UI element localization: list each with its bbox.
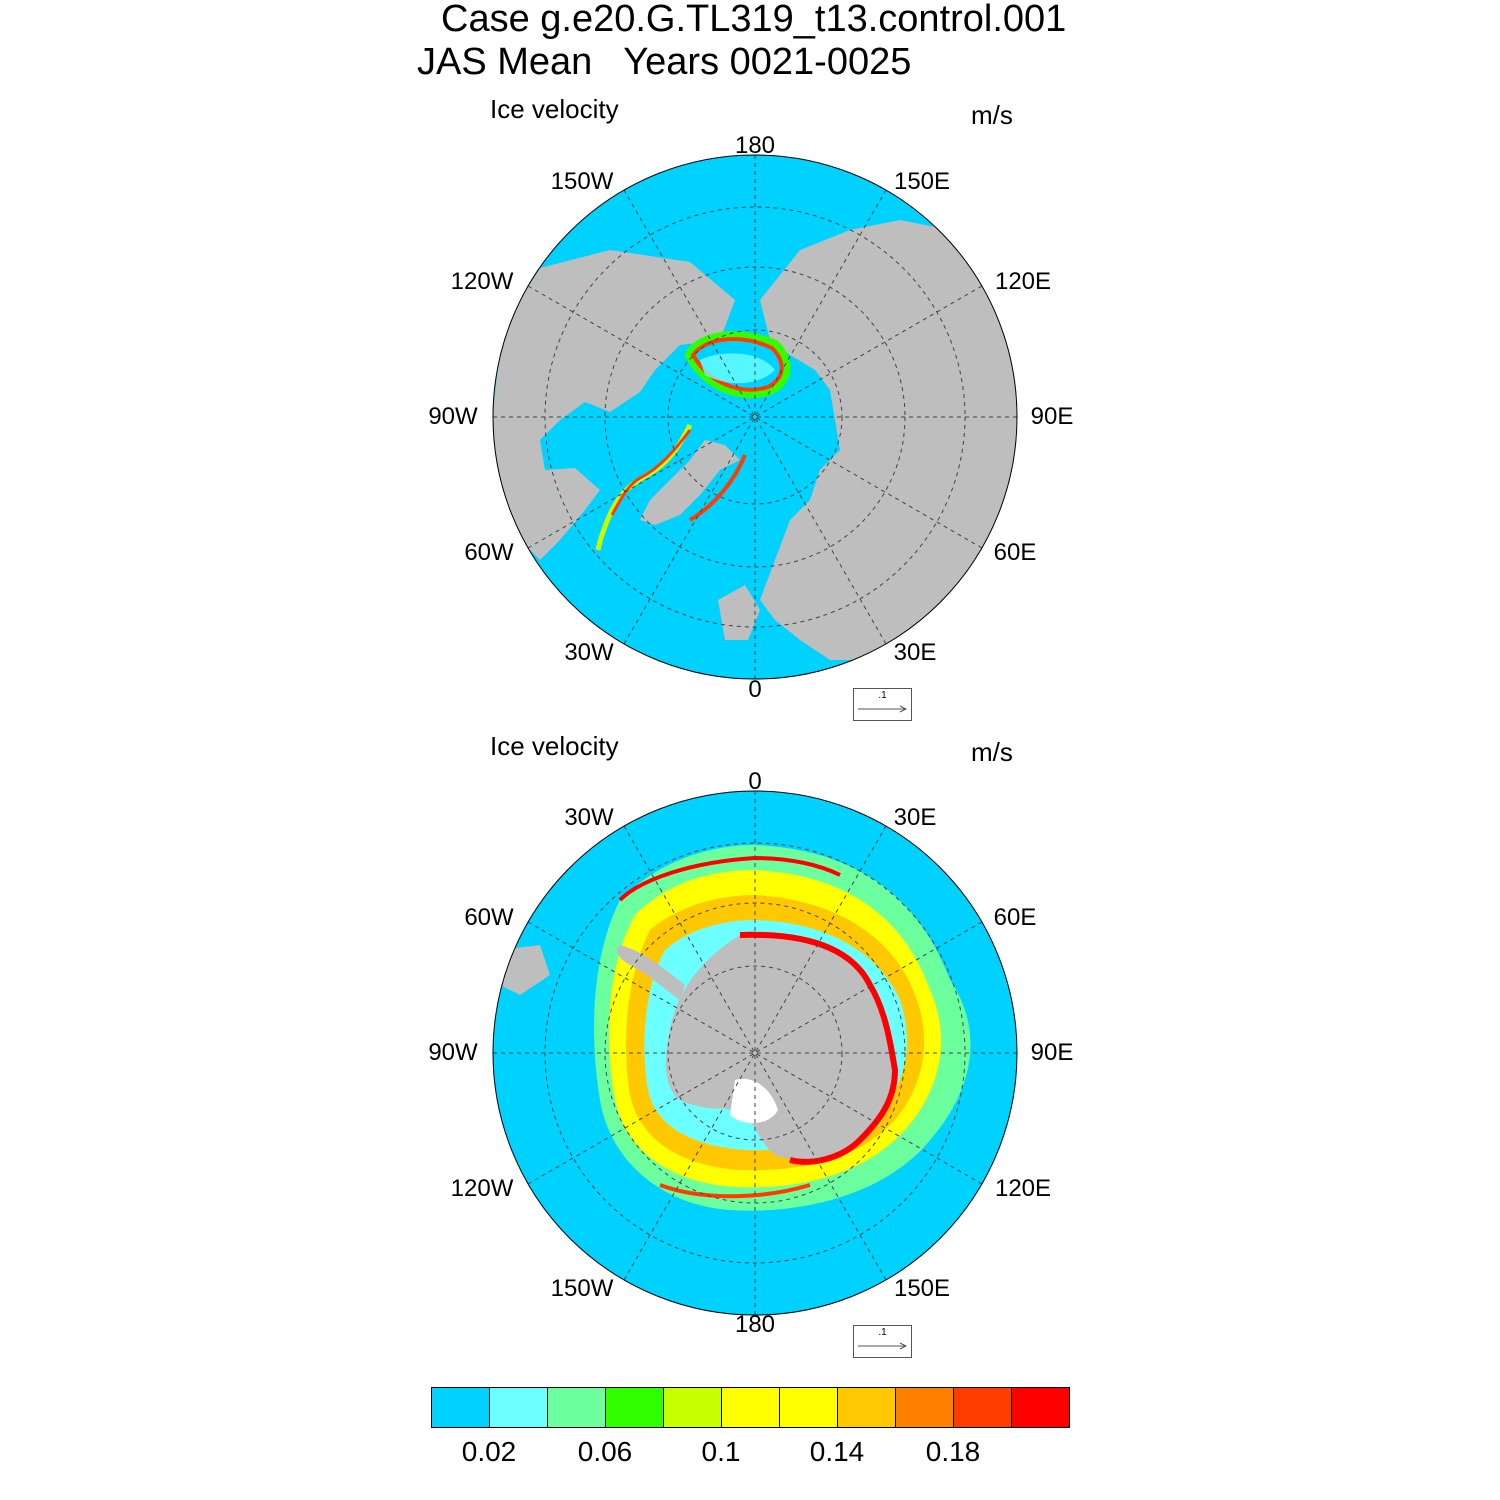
colorbar (431, 1387, 1070, 1428)
colorbar-tick-label: 0.02 (461, 1436, 517, 1467)
north-panel-units: m/s (971, 100, 1013, 130)
south-ross-fast-jet (659, 1183, 811, 1199)
south-panel-units: m/s (971, 737, 1013, 767)
colorbar-tick-label: 0.18 (925, 1436, 981, 1467)
south-lon-label-bottom-right: 150E (893, 1275, 951, 1302)
colorbar-box (779, 1387, 838, 1428)
title-line-2: JAS Mean Years 0021-0025 (417, 41, 912, 83)
north-lon-label-top-left: 150W (550, 168, 614, 195)
north-lon-label-right-upper: 120E (994, 268, 1052, 295)
colorbar-box (895, 1387, 954, 1428)
north-graticule (493, 155, 1017, 679)
antarctic-peninsula (616, 945, 685, 1000)
south-lon-label-bottom: 180 (734, 1311, 776, 1338)
south-reference-vector-value: .1 (878, 1327, 887, 1338)
ross-ice-shelf (730, 1078, 778, 1124)
north-slow-ice-interior (700, 353, 775, 384)
north-lon-label-right-lower: 60E (993, 539, 1037, 566)
colorbar-box (547, 1387, 606, 1428)
north-coastal-jet-3 (610, 429, 692, 516)
reference-arrow-icon (858, 1342, 908, 1350)
north-reference-vector: .1 (853, 688, 912, 721)
north-lon-label-left-upper: 120W (450, 268, 514, 295)
south-reference-vector: .1 (853, 1325, 912, 1358)
south-lon-label-top-left: 30W (564, 804, 614, 831)
north-map-border (492, 154, 1018, 680)
colorbar-box (431, 1387, 490, 1428)
south-lon-label-left-upper: 60W (464, 904, 514, 931)
reference-arrow-icon (858, 705, 908, 713)
colorbar-tick-label: 0.14 (809, 1436, 865, 1467)
north-panel-label: Ice velocity (490, 94, 619, 124)
colorbar-tick-label: 0.1 (701, 1436, 741, 1467)
north-america-land (493, 250, 735, 560)
north-lon-label-top-right: 150E (893, 168, 951, 195)
south-lon-label-left-lower: 120W (450, 1175, 514, 1202)
north-lon-label-right: 90E (1030, 403, 1074, 430)
colorbar-box (663, 1387, 722, 1428)
south-lon-label-bottom-left: 150W (550, 1275, 614, 1302)
colorbar-tick-label: 0.06 (577, 1436, 633, 1467)
title-line-1: Case g.e20.G.TL319_t13.control.001 (441, 0, 1067, 40)
colorbar-box (721, 1387, 780, 1428)
greenland-land (640, 440, 740, 525)
south-lon-label-top-right: 30E (893, 804, 937, 831)
south-weddell-fast-jet (618, 855, 841, 902)
south-lon-label-top: 0 (748, 768, 762, 795)
north-lon-label-left: 90W (428, 403, 478, 430)
antarctica-land (665, 935, 895, 1160)
south-panel-label: Ice velocity (490, 731, 619, 761)
north-lon-label-bottom-left: 30W (564, 639, 614, 666)
colorbar-box (953, 1387, 1012, 1428)
south-lon-label-right-lower: 120E (994, 1175, 1052, 1202)
north-coastal-jet-1 (688, 454, 747, 522)
north-lon-label-top: 180 (734, 132, 776, 159)
colorbar-box (605, 1387, 664, 1428)
south-map-border (492, 790, 1018, 1316)
colorbar-box (1011, 1387, 1070, 1428)
south-lon-label-left: 90W (428, 1039, 478, 1066)
north-fast-ice-gyre-core (690, 337, 784, 392)
north-reference-vector-value: .1 (878, 690, 887, 701)
north-lon-label-left-lower: 60W (464, 539, 514, 566)
south-lon-label-right: 90E (1030, 1039, 1074, 1066)
south-america-tip (500, 945, 550, 995)
north-lon-label-bottom: 0 (748, 676, 762, 703)
north-fast-ice-gyre (684, 331, 791, 399)
north-lon-label-bottom-right: 30E (893, 639, 937, 666)
south-lon-label-right-upper: 60E (993, 904, 1037, 931)
south-graticule (493, 791, 1017, 1315)
colorbar-box (489, 1387, 548, 1428)
european-peninsula (718, 585, 760, 640)
south-coastal-fast-jet (739, 931, 899, 1165)
colorbar-box (837, 1387, 896, 1428)
